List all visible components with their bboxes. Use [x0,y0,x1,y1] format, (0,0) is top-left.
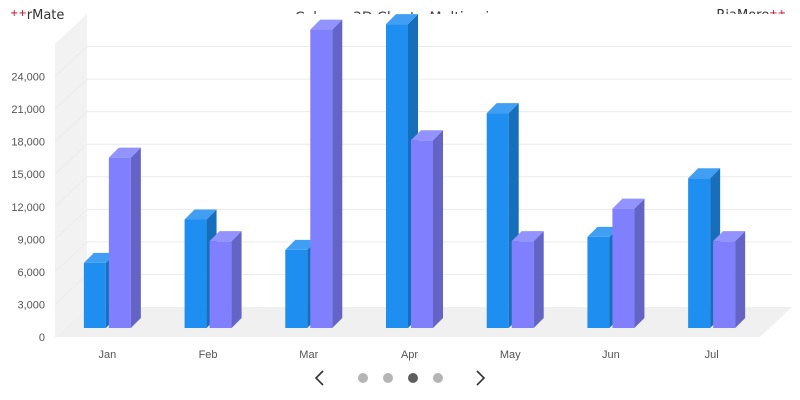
bar-top [209,231,242,242]
y-tick-label: 24,000 [11,72,45,84]
y-tick-label: 9,000 [17,234,45,246]
gridline [54,208,792,240]
chevron-left-icon [314,370,324,386]
bar-top [285,239,318,250]
bar-top [83,252,116,263]
page-dot[interactable] [383,373,393,383]
x-tick-label: Jun [602,349,620,361]
previous-page-button[interactable] [310,368,330,388]
side-wall [55,14,87,337]
chart-pager [0,368,800,388]
bar-front [83,262,106,328]
bar-front [108,157,131,328]
gridline [54,111,792,143]
page-dot[interactable] [358,373,368,383]
y-tick-label: 21,000 [11,104,45,116]
bar-front [184,219,207,328]
gridline [54,46,792,77]
bar-top [587,226,620,237]
chevron-right-icon [476,370,486,386]
x-tick-label: Mar [299,349,318,361]
bar-side [634,198,645,328]
bar-side [332,19,343,329]
bar-top [184,209,217,220]
x-tick-label: Feb [199,349,218,361]
bar-front [511,241,534,328]
plus-mark-icon: + [10,8,19,19]
y-tick-label: 12,000 [11,202,45,214]
x-tick-label: Jan [98,349,116,361]
bar-front [411,140,433,328]
bar-front [386,24,408,329]
bar-front [713,241,736,328]
page-dot[interactable] [408,373,418,383]
plus-mark-icon: + [777,8,786,19]
plus-mark-icon: + [769,8,778,19]
x-tick-label: Apr [401,349,418,361]
bar-top [310,19,343,30]
y-tick-label: 18,000 [11,137,45,149]
bar-front [486,113,509,328]
bar-top [612,198,645,209]
next-page-button[interactable] [470,368,490,388]
bar-top [411,130,443,141]
y-tick-label: 15,000 [11,169,45,181]
plus-mark-icon: + [18,8,27,19]
gridline [54,241,792,273]
y-tick-label: 0 [39,332,45,344]
bar-front [688,178,711,328]
y-tick-label: 3,000 [17,299,45,311]
rmate-label: rMate [26,8,65,23]
x-tick-label: Jul [705,349,719,361]
bar-front [285,249,308,328]
bar-side [231,231,242,328]
gridline [54,143,792,175]
gridline [54,176,792,208]
bar-top [486,103,519,114]
bar-front [209,241,232,328]
bar-top [108,147,141,158]
bar-top [511,231,544,242]
bar-top [713,231,746,242]
bar-side [735,231,746,328]
bar-front [310,29,333,329]
page-dot[interactable] [433,373,443,383]
bar-side [533,231,544,328]
y-tick-label: 6,000 [17,267,45,279]
bar-front [587,236,610,328]
bar-front [612,208,635,328]
bar-side [433,130,443,328]
rmate-logo: ++rMate [10,8,64,23]
bar-top [688,168,721,179]
gridline [54,78,792,110]
bar-top [386,14,418,25]
x-tick-label: May [500,349,521,361]
bar-side [130,147,141,328]
